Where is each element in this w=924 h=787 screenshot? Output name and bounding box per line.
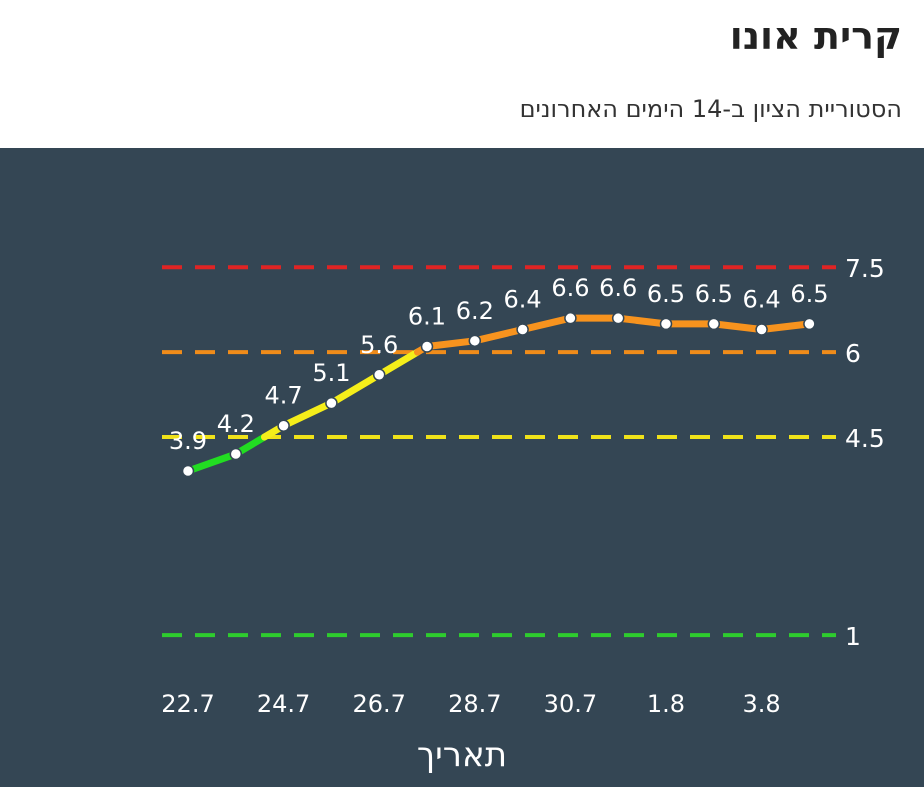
threshold-label-1: 1 [845,622,861,651]
series-line-segment [327,371,383,407]
data-point [755,323,768,336]
chart-panel: 7.5 6 4.5 1 3.9 4.2 4.7 5.1 5.6 6.1 6.2 6.4 6.6 6.6 6.… [0,148,924,787]
series-line-segment [184,450,240,475]
data-point [277,419,290,432]
series-line-segment [375,348,421,379]
series-line-segment [471,326,527,345]
data-label: 5.1 [312,359,350,387]
data-point [564,311,577,325]
series-line-segment [614,314,670,328]
data-point [420,340,434,353]
data-point [372,368,386,382]
data-label: 6.5 [790,280,828,308]
data-label: 6.6 [599,274,637,302]
series-line-segment [280,399,335,430]
x-axis-title: תאריך [416,735,508,775]
data-label: 3.9 [169,427,207,455]
data-point [325,396,338,410]
page-title: קרית אונו [729,14,902,58]
data-label: 6.6 [551,274,589,302]
series-line-segment [710,320,766,333]
x-tick-label: 24.7 [257,690,310,718]
header: קרית אונו הסטוריית הציון ב-14 הימים האחר… [0,0,924,148]
data-point [803,317,816,331]
x-tick-label: 26.7 [352,690,405,718]
data-point [611,311,625,325]
x-tick-label: 1.8 [647,690,685,718]
x-tick-label: 22.7 [161,690,214,718]
data-point [516,323,529,336]
data-label: 4.7 [265,382,303,410]
data-point [229,447,243,461]
data-point [659,317,673,331]
data-label: 6.5 [695,280,733,308]
series-line-segment [519,314,574,333]
series-line-segment [423,337,479,350]
chart-subtitle: הסטוריית הציון ב-14 הימים האחרונים [519,95,902,123]
series-line-segment [758,320,813,333]
x-tick-label: 3.8 [743,690,781,718]
threshold-label-7.5: 7.5 [845,254,885,283]
data-label: 6.4 [504,286,542,314]
data-point [468,334,482,348]
score-history-chart: 7.5 6 4.5 1 3.9 4.2 4.7 5.1 5.6 6.1 6.2 6.4 6.6 6.6 6.… [161,254,885,718]
data-label: 6.5 [647,280,685,308]
data-label: 5.6 [360,331,398,359]
data-point [181,464,195,478]
x-tick-label: 30.7 [544,690,597,718]
data-label: 6.2 [456,297,494,325]
threshold-label-4.5: 4.5 [845,424,885,453]
threshold-label-6: 6 [845,339,861,368]
x-tick-label: 28.7 [448,690,501,718]
data-label: 4.2 [217,410,255,438]
data-label: 6.4 [743,286,781,314]
data-label: 6.1 [408,302,446,330]
data-point [707,317,721,331]
